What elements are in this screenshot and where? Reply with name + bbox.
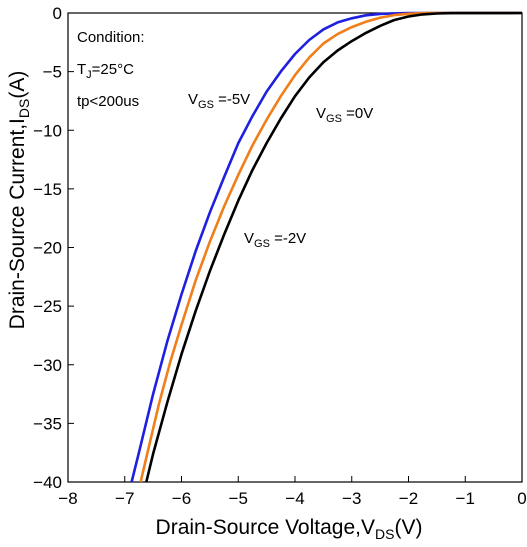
series-label-vgs-2v: VGS =-2V: [244, 230, 306, 250]
x-tick-label: −4: [285, 489, 304, 508]
series-lines: [130, 11, 523, 483]
y-tick-label: 0: [53, 4, 62, 23]
x-axis-ticks: −8 −7 −6 −5 −4 −3 −2 −1 0: [58, 476, 527, 508]
x-tick-label: 0: [517, 489, 526, 508]
plot-frame: [67, 12, 523, 483]
y-tick-label: −10: [33, 121, 62, 140]
series-label-vgs-0v: VGS =0V: [316, 105, 373, 125]
x-tick-label: −8: [58, 489, 77, 508]
y-tick-label: −15: [33, 180, 62, 199]
x-tick-label: −5: [229, 489, 248, 508]
x-tick-label: −6: [172, 489, 191, 508]
series-line-2: [145, 11, 523, 483]
x-axis-title: Drain-Source Voltage,VDS(V): [156, 516, 423, 542]
y-tick-label: −30: [33, 356, 62, 375]
y-tick-label: −5: [43, 63, 62, 82]
y-tick-label: −20: [33, 239, 62, 258]
condition-title: Condition:: [77, 29, 145, 46]
y-tick-label: −35: [33, 414, 62, 433]
series-line-0: [130, 11, 523, 483]
y-axis-title: Drain-Source Current,IDS(A): [6, 71, 32, 330]
y-axis-ticks: −40 −35 −30 −25 −20 −15 −10 −5 0: [33, 4, 74, 492]
y-tick-label: −40: [33, 473, 62, 492]
x-tick-label: −7: [115, 489, 134, 508]
series-line-1: [139, 11, 522, 483]
series-label-vgs-5v: VGS =-5V: [188, 91, 250, 111]
condition-temperature: TJ=25°C: [77, 61, 134, 81]
condition-pulse: tp<200us: [77, 93, 139, 110]
x-tick-label: −2: [399, 489, 418, 508]
y-tick-label: −25: [33, 297, 62, 316]
x-tick-label: −1: [456, 489, 475, 508]
x-tick-label: −3: [342, 489, 361, 508]
